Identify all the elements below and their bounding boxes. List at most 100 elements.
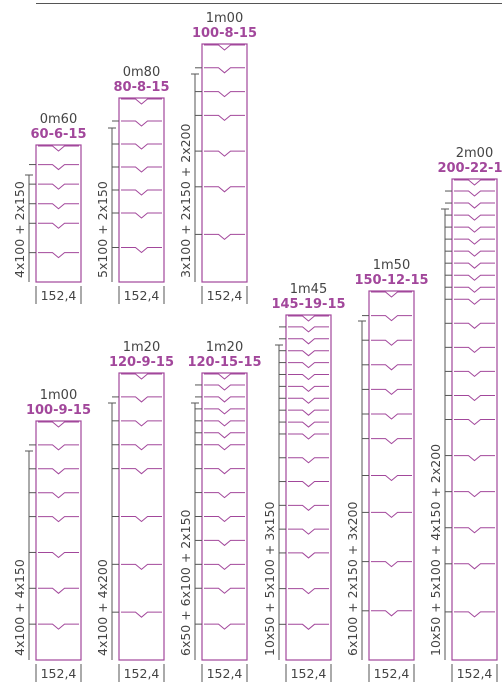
segment-divider xyxy=(204,384,245,391)
segment-divider xyxy=(288,421,329,428)
segment-divider xyxy=(288,338,329,345)
panel-spec-label: 3x100 + 2x150 + 2x200 xyxy=(178,123,193,278)
segment-divider xyxy=(38,183,79,190)
panel-spec-label: 4x100 + 4x150 xyxy=(12,559,27,656)
segment-divider xyxy=(204,67,245,74)
panel-code-label: 60-6-15 xyxy=(30,127,86,142)
segment-divider xyxy=(204,114,245,122)
panel-frame xyxy=(35,144,82,283)
segment-divider xyxy=(121,247,162,254)
segment-divider xyxy=(121,468,162,475)
segment-divider xyxy=(454,202,495,209)
segment-divider xyxy=(38,164,79,171)
segment-divider xyxy=(454,274,495,281)
panel-code-label: 80-8-15 xyxy=(113,80,169,95)
segment-divider xyxy=(204,396,245,403)
panel-spec-label: 10x50 + 5x100 + 4x150 + 2x200 xyxy=(428,444,443,656)
panel-code-label: 145-19-15 xyxy=(271,297,345,312)
segment-divider xyxy=(204,587,245,594)
segment-divider xyxy=(454,214,495,221)
panel-width-label: 152,4 xyxy=(41,288,77,303)
panel-width-label: 152,4 xyxy=(124,288,160,303)
segment-divider xyxy=(121,166,162,173)
segment-divider xyxy=(454,394,495,402)
segment-divider xyxy=(38,492,79,499)
panel-width-label: 152,4 xyxy=(124,666,160,681)
panel-spec-label: 4x100 + 2x150 xyxy=(12,181,27,278)
panel-spec-label: 4x100 + 4x200 xyxy=(95,559,110,656)
segment-divider xyxy=(38,222,79,229)
panel-width-label: 152,4 xyxy=(457,666,493,681)
top-border-line xyxy=(36,3,502,4)
segment-divider xyxy=(288,373,329,381)
panel-top-chevron xyxy=(204,373,245,380)
segment-divider xyxy=(454,491,495,498)
segment-divider xyxy=(204,91,245,98)
segment-divider xyxy=(121,420,162,427)
segment-divider xyxy=(454,611,495,618)
segment-divider xyxy=(288,362,329,369)
segment-divider xyxy=(38,587,79,594)
segment-divider xyxy=(204,408,245,415)
panel-length-label: 0m80 xyxy=(123,65,160,80)
segment-divider xyxy=(288,409,329,416)
panel-top-chevron xyxy=(288,315,329,322)
segment-divider xyxy=(371,315,412,322)
segment-divider xyxy=(371,561,412,568)
panel-width-label: 152,4 xyxy=(207,666,243,681)
panel-width-label: 152,4 xyxy=(207,288,243,303)
segment-divider xyxy=(288,528,329,535)
segment-divider xyxy=(371,511,412,519)
segment-divider xyxy=(454,286,495,293)
segment-divider xyxy=(288,457,329,464)
panel-spec-label: 6x100 + 2x150 + 3x200 xyxy=(345,501,360,656)
panel-width-label: 152,4 xyxy=(41,666,77,681)
segment-divider xyxy=(204,420,245,427)
segment-divider xyxy=(371,610,412,617)
segment-divider xyxy=(121,120,162,127)
panel-top-chevron xyxy=(204,44,245,51)
panel-3: 10x50 + 5x100 + 4x150 + 2x200 152,4 2m0020… xyxy=(428,146,502,682)
segment-divider xyxy=(121,563,162,570)
segment-divider xyxy=(204,563,245,570)
segment-divider xyxy=(38,468,79,475)
segment-divider xyxy=(204,468,245,475)
panel-top-chevron xyxy=(121,373,162,380)
segment-divider xyxy=(121,212,162,219)
panel-code-label: 100-9-15 xyxy=(26,403,91,418)
segment-divider xyxy=(204,623,245,630)
panel-code-label: 200-22-15 xyxy=(437,161,502,176)
panel-frame xyxy=(201,43,248,283)
segment-divider xyxy=(121,444,162,451)
panel-top-chevron xyxy=(38,421,79,428)
segment-divider xyxy=(454,226,495,233)
segment-divider xyxy=(204,539,245,547)
segment-divider xyxy=(371,413,412,420)
panel-spec-label: 6x50 + 6x100 + 2x150 xyxy=(178,509,193,656)
segment-divider xyxy=(454,455,495,462)
segment-divider xyxy=(288,504,329,511)
panel-width-label: 152,4 xyxy=(291,666,327,681)
segment-divider xyxy=(121,516,162,523)
segment-divider xyxy=(288,326,329,333)
panel-frame xyxy=(285,314,332,661)
segment-divider xyxy=(454,262,495,269)
segment-divider xyxy=(371,364,412,371)
panel-length-label: 1m20 xyxy=(123,340,160,355)
segment-divider xyxy=(204,150,245,157)
segment-divider xyxy=(121,396,162,403)
segment-divider xyxy=(371,475,412,482)
panel-length-label: 1m50 xyxy=(373,258,410,273)
panel-length-label: 1m00 xyxy=(206,11,243,26)
segment-divider xyxy=(288,385,329,393)
panel-spec-label: 10x50 + 5x100 + 3x150 xyxy=(262,501,277,656)
segment-divider xyxy=(454,527,495,534)
panel-code-label: 150-12-15 xyxy=(354,273,428,288)
segment-divider xyxy=(454,346,495,354)
segment-divider xyxy=(288,397,329,404)
